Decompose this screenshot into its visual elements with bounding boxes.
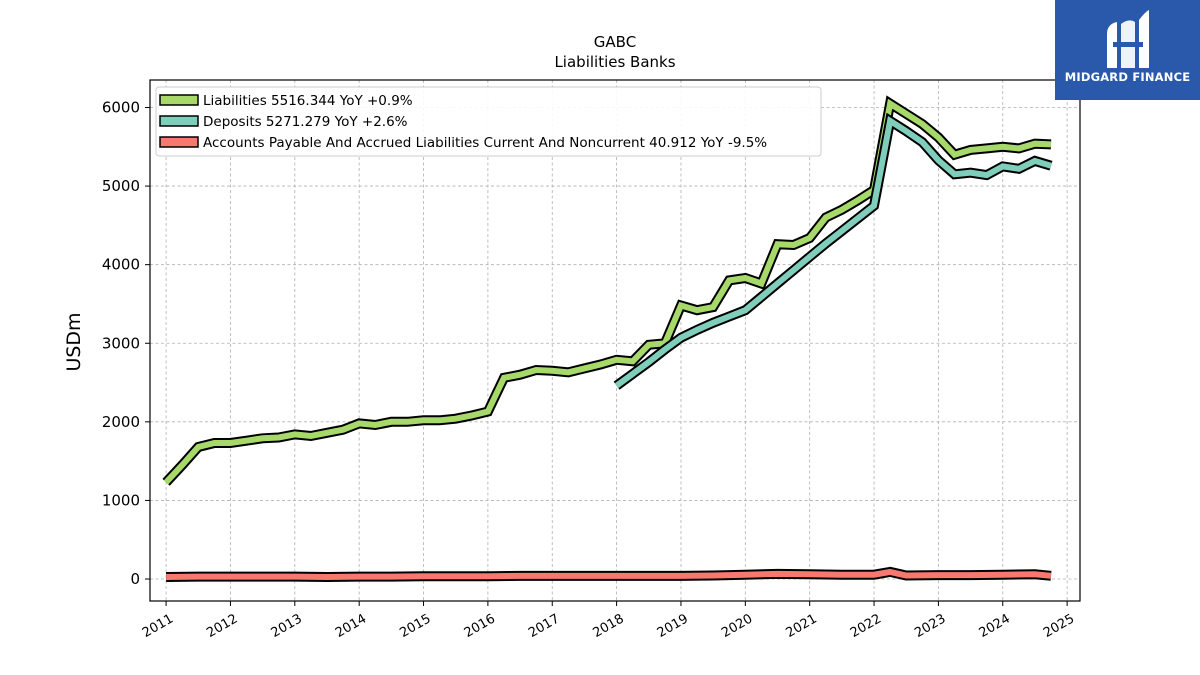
x-tick-label: 2016 bbox=[462, 611, 498, 641]
x-tick-label: 2013 bbox=[269, 611, 305, 641]
x-tick-label: 2011 bbox=[140, 611, 176, 641]
series-outline bbox=[613, 112, 1053, 390]
series-line-2 bbox=[613, 112, 1053, 390]
x-tick-label: 2019 bbox=[655, 611, 691, 641]
legend-swatch bbox=[159, 136, 199, 148]
y-tick-label: 4000 bbox=[102, 256, 140, 274]
x-tick-label: 2017 bbox=[526, 611, 562, 641]
x-tick-label: 2022 bbox=[848, 611, 884, 641]
plot-frame bbox=[149, 79, 1081, 602]
x-tick-label: 2018 bbox=[590, 611, 626, 641]
x-tick-label: 2025 bbox=[1041, 611, 1077, 641]
series-line-3 bbox=[166, 566, 1052, 583]
y-tick-label: 6000 bbox=[102, 99, 140, 117]
x-tick-label: 2021 bbox=[784, 611, 820, 641]
y-tick-label: 0 bbox=[130, 570, 140, 588]
series-line bbox=[163, 98, 1052, 485]
logo-text: MIDGARD FINANCE bbox=[1064, 70, 1191, 84]
x-tick-label: 2024 bbox=[977, 611, 1013, 641]
x-tick-label: 2015 bbox=[397, 611, 433, 641]
chart-subtitle: Liabilities Banks bbox=[554, 53, 675, 71]
y-axis-label: USDm bbox=[63, 312, 85, 371]
series-lines bbox=[162, 95, 1053, 583]
legend-entry: Deposits 5271.279 YoY +2.6% bbox=[203, 114, 408, 130]
series-outline bbox=[162, 95, 1052, 486]
chart-title: GABC bbox=[594, 33, 636, 51]
legend-box bbox=[155, 86, 822, 157]
brand-logo: MIDGARD FINANCE bbox=[1055, 0, 1200, 100]
logo-mark-icon bbox=[1107, 10, 1149, 68]
y-tick-label: 3000 bbox=[102, 334, 140, 352]
legend-swatch bbox=[159, 115, 199, 127]
legend-entry: Liabilities 5516.344 YoY +0.9% bbox=[203, 93, 413, 109]
y-tick-label: 5000 bbox=[102, 177, 140, 195]
series-line bbox=[166, 568, 1052, 581]
y-tick-label: 1000 bbox=[102, 491, 140, 509]
series-line bbox=[614, 116, 1052, 389]
x-tick-label: 2023 bbox=[912, 611, 948, 641]
x-tick-label: 2012 bbox=[204, 611, 240, 641]
legend-swatch bbox=[159, 94, 199, 106]
legend-entry: Accounts Payable And Accrued Liabilities… bbox=[203, 135, 767, 151]
x-tick-label: 2020 bbox=[719, 611, 755, 641]
x-tick-label: 2014 bbox=[333, 611, 369, 641]
y-tick-label: 2000 bbox=[102, 413, 140, 431]
series-line-1 bbox=[162, 95, 1052, 486]
legend: Liabilities 5516.344 YoY +0.9% Deposits 5… bbox=[155, 86, 822, 157]
